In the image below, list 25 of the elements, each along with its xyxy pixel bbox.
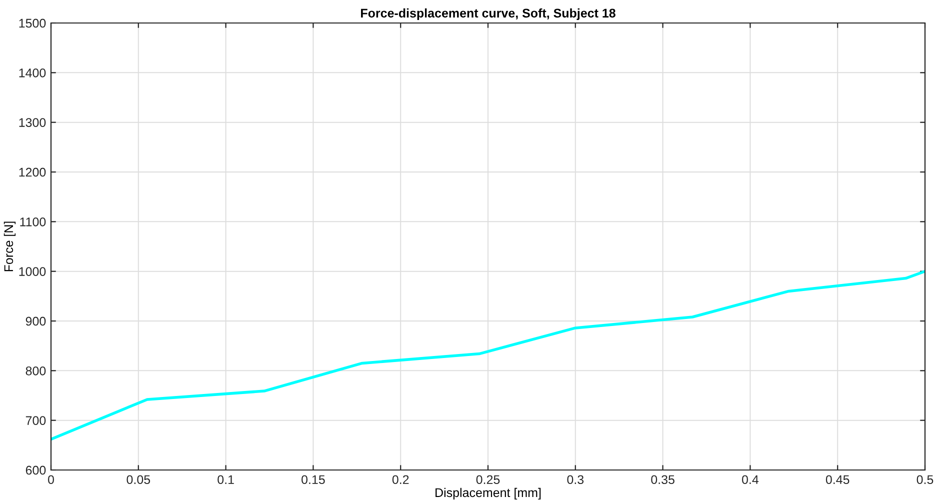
y-tick-label: 1400 <box>19 68 46 78</box>
y-axis-title: Force [N] <box>4 222 16 272</box>
x-tick-label: 0.5 <box>916 475 934 484</box>
chart-title: Force-displacement curve, Soft, Subject 18 <box>361 8 616 20</box>
x-tick-label: 0.1 <box>218 475 234 484</box>
x-tick-label: 0.35 <box>651 475 674 484</box>
y-tick-label: 600 <box>26 466 46 475</box>
x-axis-title: Displacement [mm] <box>436 488 541 500</box>
x-tick-label: 0.2 <box>392 475 409 484</box>
y-tick-label: 1100 <box>20 217 46 226</box>
x-tick-label: 0 <box>48 475 54 484</box>
x-tick-label: 0.45 <box>826 475 850 484</box>
y-tick-label: 1200 <box>19 168 46 177</box>
y-tick-label: 900 <box>26 316 46 326</box>
y-tick-label: 1000 <box>19 267 46 276</box>
y-tick-label: 700 <box>26 416 46 425</box>
y-tick-label: 1500 <box>19 18 46 28</box>
x-tick-label: 0.15 <box>302 475 325 484</box>
x-tick-label: 0.4 <box>742 475 759 484</box>
x-tick-label: 0.3 <box>567 475 584 484</box>
line-series <box>51 270 925 441</box>
y-tick-label: 1300 <box>19 118 46 127</box>
y-tick-label: 800 <box>26 366 46 376</box>
x-tick-label: 0.25 <box>476 475 500 484</box>
x-tick-label: 0.05 <box>126 475 150 484</box>
